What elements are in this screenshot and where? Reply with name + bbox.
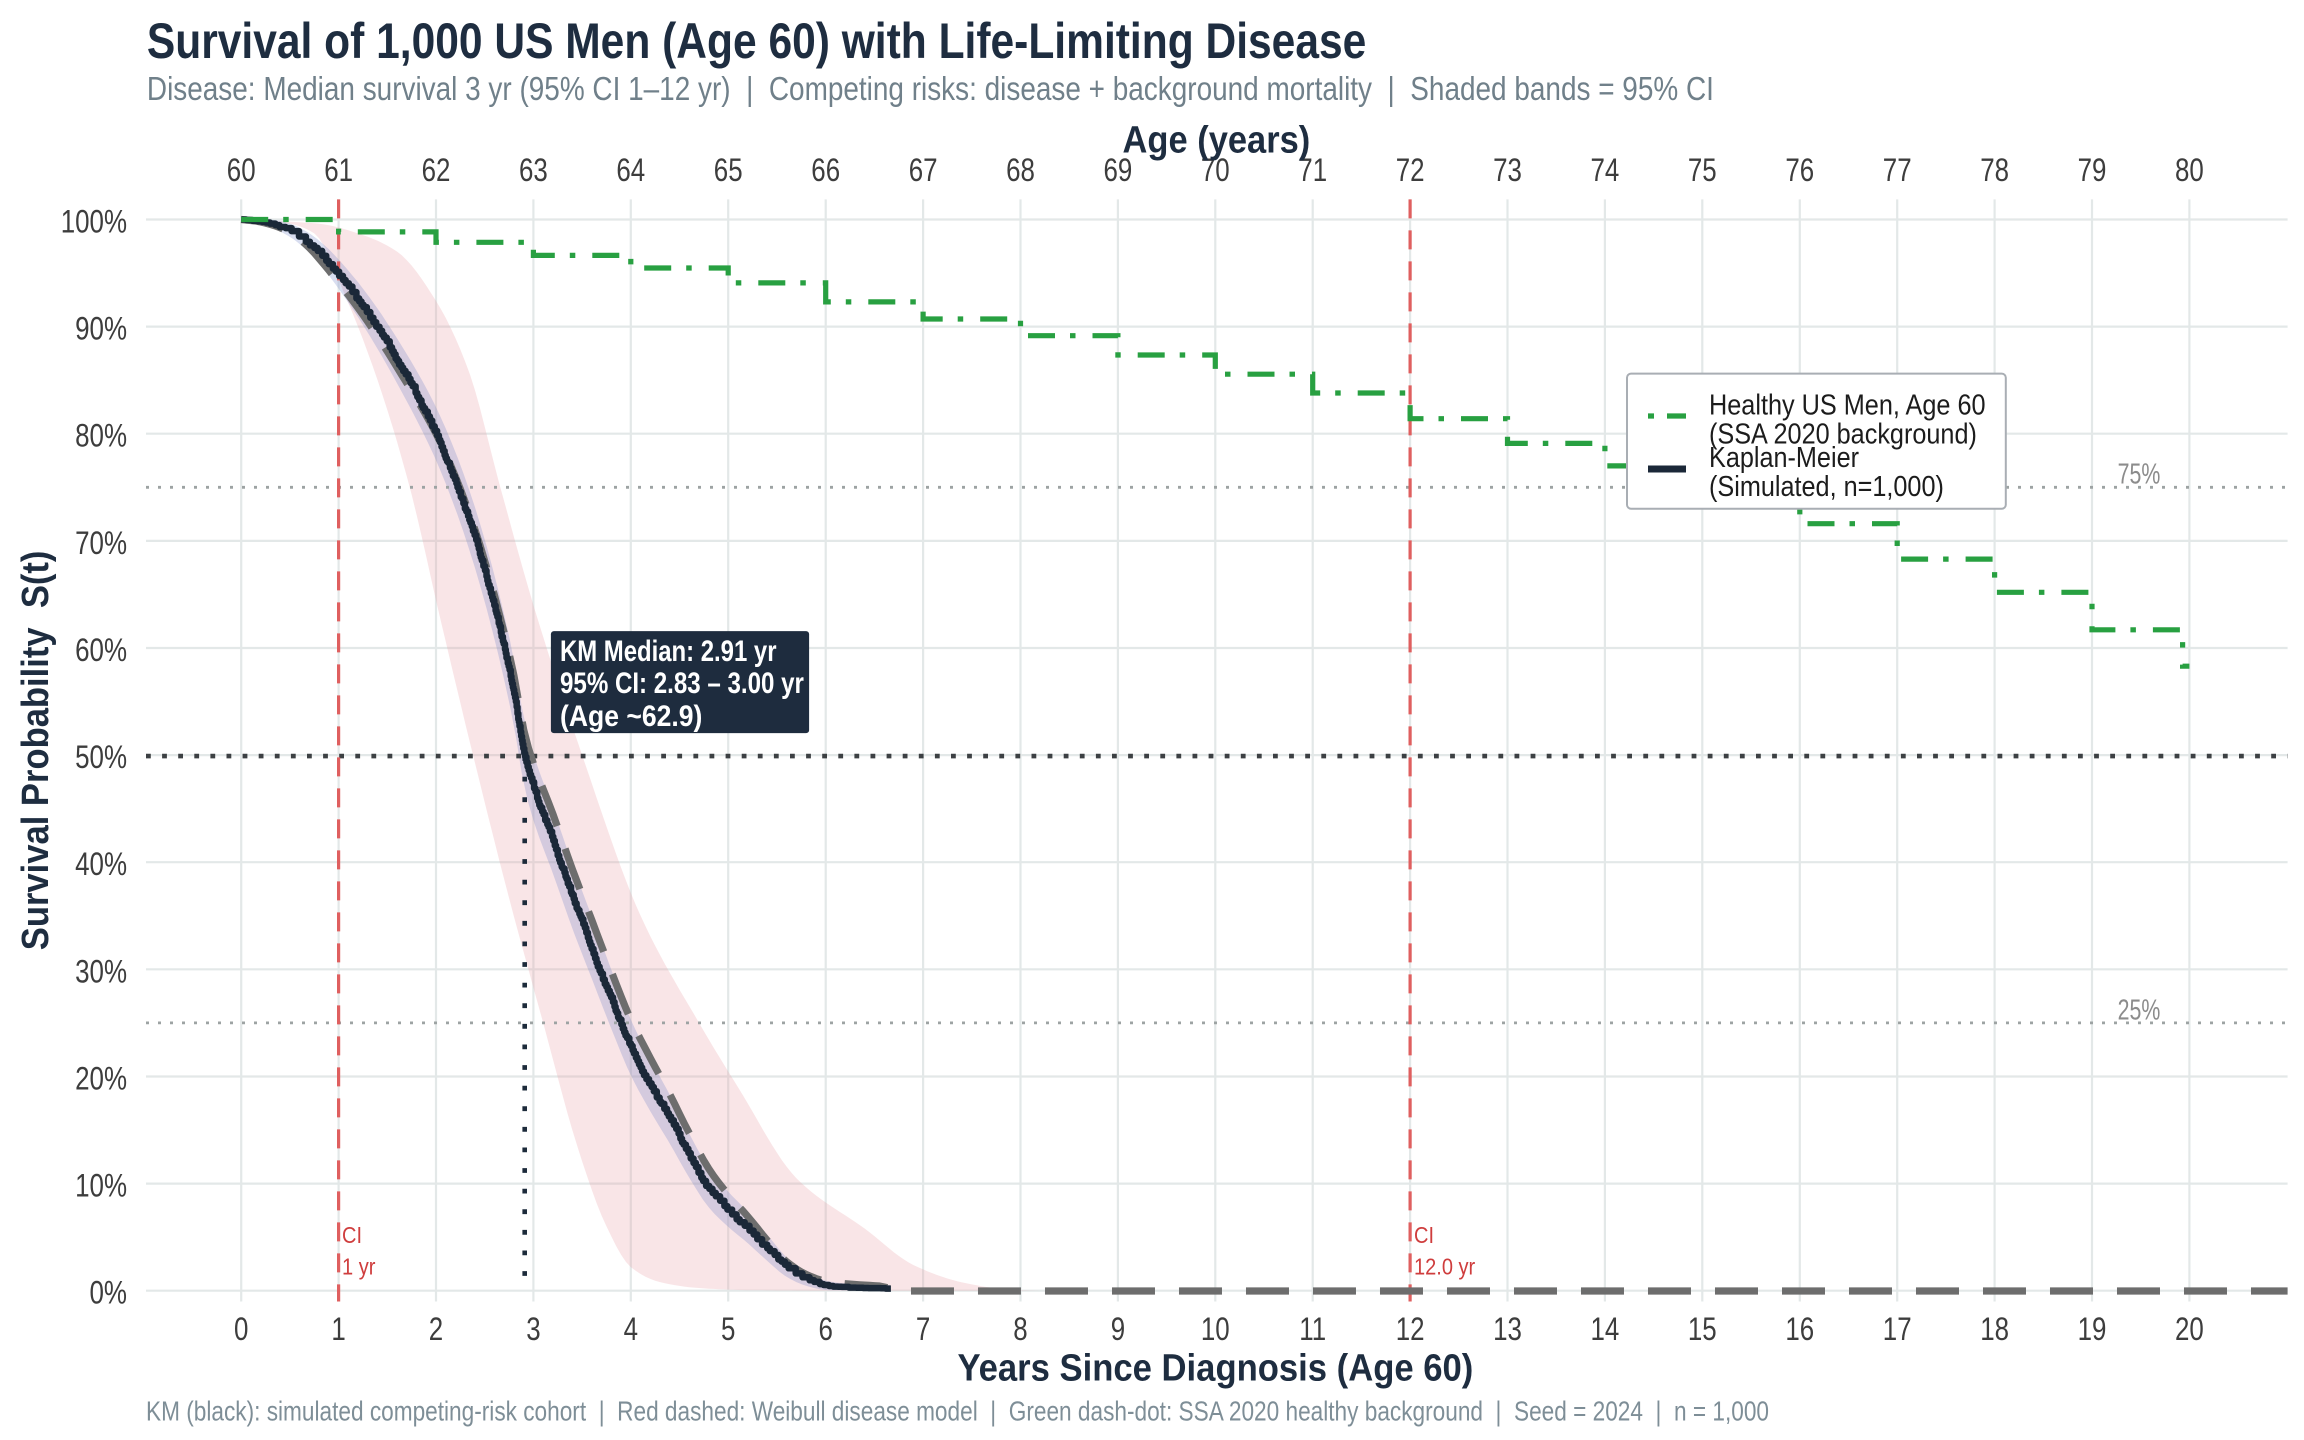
svg-text:75%: 75% — [2118, 459, 2161, 491]
svg-text:7: 7 — [916, 1311, 930, 1347]
svg-text:19: 19 — [2078, 1311, 2107, 1347]
svg-text:25%: 25% — [2118, 994, 2161, 1026]
svg-text:90%: 90% — [75, 311, 127, 347]
svg-text:60: 60 — [227, 152, 256, 188]
svg-text:Kaplan-Meier: Kaplan-Meier — [1709, 442, 1859, 474]
svg-text:64: 64 — [616, 152, 645, 188]
svg-text:72: 72 — [1396, 152, 1425, 188]
svg-text:5: 5 — [721, 1311, 735, 1347]
svg-text:Healthy US Men, Age 60: Healthy US Men, Age 60 — [1709, 390, 1986, 422]
svg-text:100%: 100% — [61, 204, 127, 240]
svg-text:20%: 20% — [75, 1061, 127, 1097]
svg-text:62: 62 — [422, 152, 451, 188]
svg-text:16: 16 — [1785, 1311, 1814, 1347]
svg-text:12.0 yr: 12.0 yr — [1414, 1254, 1475, 1280]
svg-text:0: 0 — [234, 1311, 248, 1347]
svg-text:9: 9 — [1111, 1311, 1125, 1347]
svg-text:12: 12 — [1396, 1311, 1425, 1347]
svg-text:69: 69 — [1104, 152, 1133, 188]
svg-text:1: 1 — [331, 1311, 345, 1347]
svg-text:80%: 80% — [75, 418, 127, 454]
svg-text:60%: 60% — [75, 632, 127, 668]
svg-text:Survival of 1,000 US Men (Age: Survival of 1,000 US Men (Age 60) with L… — [147, 13, 1366, 69]
svg-text:70%: 70% — [75, 525, 127, 561]
svg-text:75: 75 — [1688, 152, 1717, 188]
svg-text:66: 66 — [811, 152, 840, 188]
svg-text:61: 61 — [324, 152, 353, 188]
svg-text:68: 68 — [1006, 152, 1035, 188]
svg-text:30%: 30% — [75, 953, 127, 989]
svg-text:71: 71 — [1298, 152, 1327, 188]
svg-text:79: 79 — [2078, 152, 2107, 188]
svg-text:0%: 0% — [90, 1275, 128, 1311]
svg-text:Years Since Diagnosis (Age 60): Years Since Diagnosis (Age 60) — [957, 1348, 1473, 1390]
svg-text:15: 15 — [1688, 1311, 1717, 1347]
svg-text:8: 8 — [1013, 1311, 1027, 1347]
svg-text:CI: CI — [342, 1222, 362, 1248]
svg-text:17: 17 — [1883, 1311, 1912, 1347]
svg-text:40%: 40% — [75, 846, 127, 882]
svg-text:70: 70 — [1201, 152, 1230, 188]
svg-text:Survival Probability S(t): Survival Probability S(t) — [15, 551, 57, 951]
svg-text:95% CI: 2.83 – 3.00 yr: 95% CI: 2.83 – 3.00 yr — [560, 667, 804, 700]
svg-text:KM (black): simulated competin: KM (black): simulated competing-risk coh… — [146, 1396, 1769, 1427]
svg-text:14: 14 — [1591, 1311, 1620, 1347]
svg-text:4: 4 — [624, 1311, 638, 1347]
svg-text:74: 74 — [1591, 152, 1620, 188]
svg-text:Age (years): Age (years) — [1123, 119, 1311, 161]
svg-text:13: 13 — [1493, 1311, 1522, 1347]
svg-text:KM Median: 2.91 yr: KM Median: 2.91 yr — [560, 635, 777, 668]
svg-text:(Age ~62.9): (Age ~62.9) — [560, 700, 702, 733]
svg-text:3: 3 — [526, 1311, 540, 1347]
svg-text:67: 67 — [909, 152, 938, 188]
svg-text:10%: 10% — [75, 1168, 127, 1204]
svg-text:Disease: Median survival 3 yr: Disease: Median survival 3 yr (95% CI 1–… — [147, 70, 1714, 107]
svg-text:(Simulated, n=1,000): (Simulated, n=1,000) — [1709, 471, 1944, 503]
svg-text:76: 76 — [1785, 152, 1814, 188]
svg-text:78: 78 — [1980, 152, 2009, 188]
svg-text:50%: 50% — [75, 739, 127, 775]
svg-text:11: 11 — [1299, 1311, 1326, 1347]
svg-text:20: 20 — [2175, 1311, 2204, 1347]
svg-text:(SSA 2020 background): (SSA 2020 background) — [1709, 419, 1977, 451]
svg-text:6: 6 — [819, 1311, 833, 1347]
svg-text:65: 65 — [714, 152, 743, 188]
svg-text:2: 2 — [429, 1311, 443, 1347]
svg-text:73: 73 — [1493, 152, 1522, 188]
svg-text:1 yr: 1 yr — [342, 1254, 376, 1280]
svg-text:80: 80 — [2175, 152, 2204, 188]
svg-text:10: 10 — [1201, 1311, 1230, 1347]
svg-text:CI: CI — [1414, 1222, 1434, 1248]
svg-text:63: 63 — [519, 152, 548, 188]
svg-text:77: 77 — [1883, 152, 1912, 188]
svg-text:18: 18 — [1980, 1311, 2009, 1347]
